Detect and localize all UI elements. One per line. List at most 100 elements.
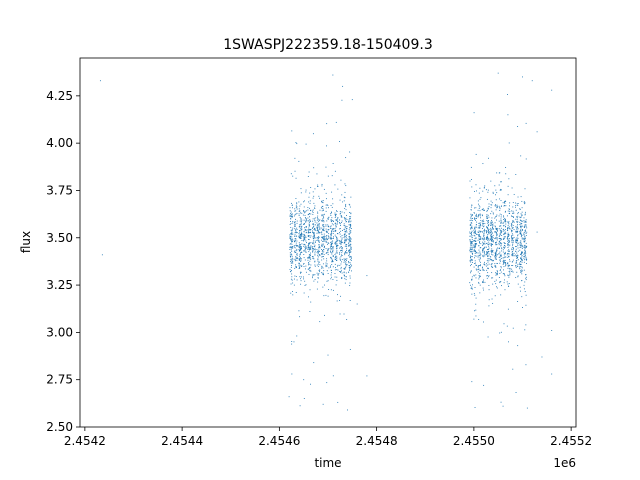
data-point — [321, 250, 323, 252]
data-point — [294, 251, 296, 253]
data-point — [304, 214, 306, 216]
data-point — [298, 234, 300, 236]
data-point — [519, 246, 521, 248]
data-point — [330, 265, 331, 267]
data-point — [366, 275, 368, 277]
data-point — [313, 235, 315, 237]
data-point — [526, 231, 528, 233]
data-point — [298, 215, 300, 216]
data-point — [475, 303, 477, 305]
data-point — [345, 262, 347, 264]
data-point — [318, 261, 320, 263]
data-point — [343, 258, 345, 260]
data-point — [504, 251, 506, 253]
data-point — [309, 256, 311, 258]
data-point — [318, 252, 320, 254]
data-point — [519, 268, 521, 270]
data-point — [321, 201, 322, 203]
data-point — [499, 237, 501, 239]
data-point — [326, 204, 328, 206]
data-point — [299, 254, 301, 255]
data-point — [500, 271, 502, 273]
data-point — [319, 321, 321, 323]
data-point — [515, 218, 517, 220]
data-point — [525, 277, 527, 279]
data-point — [488, 206, 490, 208]
data-point — [336, 220, 338, 222]
data-point — [321, 219, 323, 221]
data-point — [483, 247, 485, 249]
data-point — [500, 243, 502, 244]
data-point — [331, 229, 333, 231]
data-point — [289, 253, 291, 255]
data-point — [490, 245, 492, 246]
data-point — [517, 345, 519, 347]
data-point — [512, 238, 514, 240]
data-point — [312, 209, 314, 211]
data-point — [479, 206, 481, 208]
data-point — [322, 249, 323, 251]
data-point — [348, 266, 350, 268]
data-point — [536, 131, 538, 133]
data-point — [323, 236, 325, 238]
data-point — [504, 218, 506, 220]
data-point — [321, 215, 323, 217]
data-point — [521, 225, 523, 227]
data-point — [312, 248, 314, 250]
data-point — [325, 241, 327, 243]
data-point — [301, 247, 302, 249]
data-point — [335, 241, 337, 243]
data-point — [291, 373, 293, 375]
data-point — [322, 403, 324, 405]
data-point — [310, 248, 312, 250]
data-point — [506, 215, 508, 217]
data-point — [307, 220, 309, 222]
data-point — [507, 266, 509, 268]
data-point — [504, 289, 506, 291]
data-point — [296, 257, 297, 259]
data-point — [300, 276, 302, 278]
data-point — [351, 264, 353, 266]
data-point — [502, 230, 504, 232]
data-point — [295, 266, 297, 268]
data-point — [344, 218, 346, 220]
data-point — [344, 197, 346, 199]
data-point — [304, 236, 306, 238]
data-point — [477, 234, 479, 235]
data-point — [508, 283, 510, 284]
data-point — [501, 285, 502, 287]
x-tick-label: 2.4550 — [453, 434, 495, 448]
data-point — [471, 220, 473, 222]
data-point — [515, 239, 517, 241]
data-point — [509, 271, 511, 273]
data-point — [343, 271, 345, 273]
data-point — [496, 233, 498, 235]
data-point — [349, 236, 351, 238]
data-point — [337, 217, 339, 219]
data-point — [310, 235, 312, 237]
data-point — [299, 205, 301, 207]
data-point — [498, 277, 500, 278]
data-point — [349, 225, 351, 227]
data-point — [523, 239, 525, 241]
chart-title: 1SWASPJ222359.18-150409.3 — [223, 37, 432, 53]
data-point — [343, 261, 345, 263]
data-point — [332, 251, 333, 253]
data-point — [331, 243, 333, 245]
data-point — [520, 246, 522, 248]
data-point — [488, 220, 489, 221]
data-point — [294, 267, 296, 269]
data-point — [308, 221, 310, 223]
data-point — [508, 178, 510, 180]
data-point — [325, 166, 327, 168]
data-point — [339, 246, 341, 248]
data-point — [334, 184, 336, 186]
data-point — [524, 227, 526, 228]
data-point — [339, 228, 341, 229]
data-point — [495, 237, 496, 239]
data-point — [349, 237, 351, 239]
data-point — [492, 212, 494, 214]
data-point — [325, 265, 327, 267]
data-point — [307, 230, 309, 232]
data-point — [482, 245, 484, 247]
